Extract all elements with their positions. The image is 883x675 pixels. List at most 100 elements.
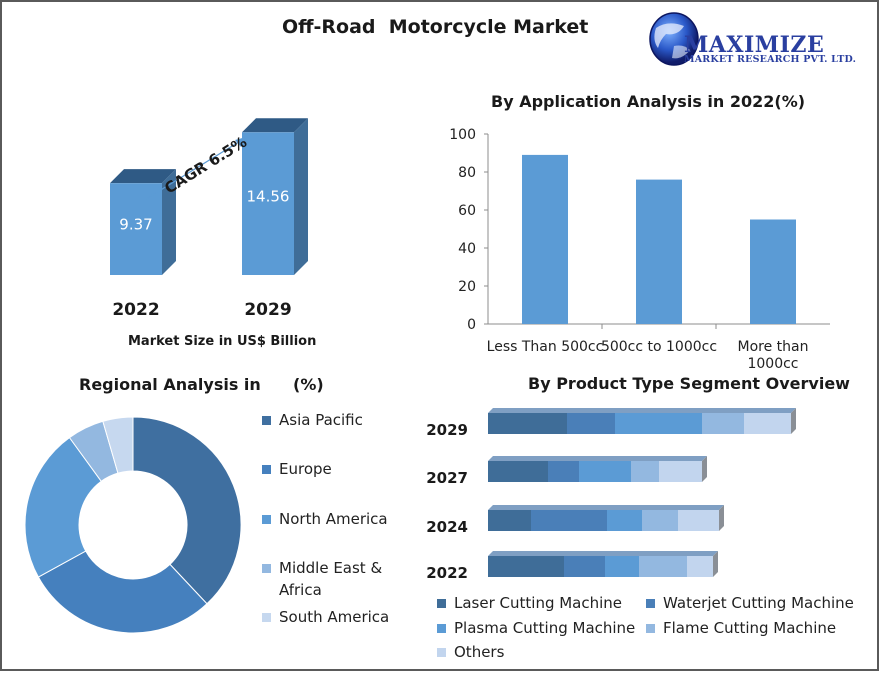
regional-legend-item: South America <box>262 606 389 628</box>
stack-segment <box>567 413 615 434</box>
legend-label: Laser Cutting Machine <box>454 594 623 612</box>
donut-slice <box>37 550 208 634</box>
application-category-label: Less Than 500cc <box>487 339 604 355</box>
product-legend-item: Plasma Cutting Machine <box>437 617 635 639</box>
stack-segment <box>642 510 678 531</box>
stack-segment <box>579 461 631 482</box>
logo-tagline: MARKET RESEARCH PVT. LTD. <box>684 54 857 65</box>
stack-year-label: 2029 <box>426 421 468 439</box>
regional-title: Regional Analysis in <box>79 375 261 394</box>
stack-segment <box>687 556 713 577</box>
legend-label: Waterjet Cutting Machine <box>663 594 854 612</box>
stack-segment <box>659 461 702 482</box>
market-bar-value: 9.37 <box>119 215 152 233</box>
product-legend-item: Laser Cutting Machine <box>437 592 622 614</box>
market-bar-2029 <box>242 132 294 275</box>
legend-swatch <box>437 648 446 657</box>
market-size-caption: Market Size in US$ Billion <box>128 334 317 349</box>
regional-legend-item: Europe <box>262 458 332 480</box>
market-bar-side <box>162 169 176 275</box>
stack-segment <box>548 461 579 482</box>
market-size-chart: 9.37 2022 14.56 2029 CAGR 6.5% <box>110 118 308 320</box>
regional-legend-item: Asia Pacific <box>262 409 363 431</box>
legend-label: Others <box>454 643 505 661</box>
stack-segment <box>744 413 791 434</box>
stack-year-label: 2027 <box>426 469 468 487</box>
donut-slice <box>102 416 134 474</box>
cagr-arrow-line <box>145 139 243 200</box>
regional-unit: (%) <box>293 375 324 394</box>
product-legend-item: Waterjet Cutting Machine <box>646 592 854 614</box>
stack-segment <box>639 556 687 577</box>
y-tick-label: 40 <box>458 241 476 257</box>
market-bar-2022 <box>110 183 162 275</box>
legend-label: Asia Pacific <box>279 411 363 429</box>
stack-end <box>719 505 724 531</box>
stack-year-label: 2022 <box>426 564 468 582</box>
y-tick-label: 20 <box>458 279 476 295</box>
stack-segment <box>702 413 744 434</box>
market-bar-year: 2022 <box>112 300 159 320</box>
stack-end <box>791 408 796 434</box>
stack-end <box>702 456 707 482</box>
application-category-label: 500cc to 1000cc <box>601 339 717 355</box>
stack-end <box>713 551 718 577</box>
application-category-label: 1000cc <box>747 356 798 372</box>
cagr-label: CAGR 6.5% <box>161 133 250 198</box>
page-title: Off-Road Motorcycle Market <box>282 16 589 38</box>
logo-name: MAXIMIZE <box>684 32 825 58</box>
stack-segment <box>605 556 639 577</box>
application-bar <box>636 179 682 324</box>
market-bar-top <box>110 169 176 184</box>
application-title: By Application Analysis in 2022(%) <box>491 92 806 111</box>
y-tick-label: 60 <box>458 203 476 219</box>
product-legend-item: Others <box>437 641 504 663</box>
product-title: By Product Type Segment Overview <box>528 374 850 393</box>
logo-globe-icon <box>649 12 699 66</box>
application-bar <box>750 219 796 324</box>
cagr-arrow-head <box>235 137 246 147</box>
stack-segment <box>615 413 702 434</box>
stack-segment <box>488 461 548 482</box>
market-bar-top <box>242 118 308 133</box>
market-bar-year: 2029 <box>244 300 291 320</box>
product-stacked-chart: 2029 2027 2024 2022 <box>426 408 796 582</box>
application-category-label: More than <box>738 339 809 355</box>
donut-slice <box>24 436 102 578</box>
legend-swatch <box>262 564 271 573</box>
legend-label: Europe <box>279 460 332 478</box>
market-bar-value: 14.56 <box>247 188 290 206</box>
stack-segment <box>488 510 531 531</box>
legend-label: Flame Cutting Machine <box>663 619 837 637</box>
y-tick-label: 100 <box>449 127 476 143</box>
legend-label: Middle East & Africa <box>279 559 383 599</box>
legend-swatch <box>262 416 271 425</box>
stack-top <box>488 551 718 556</box>
legend-swatch <box>646 599 655 608</box>
company-logo: MAXIMIZE MARKET RESEARCH PVT. LTD. <box>638 6 870 76</box>
regional-legend-item: Middle East & Africa <box>262 557 382 601</box>
y-tick-label: 80 <box>458 165 476 181</box>
market-bar-side <box>294 118 308 275</box>
stack-segment <box>678 510 719 531</box>
stack-segment <box>564 556 605 577</box>
stack-top <box>488 408 796 413</box>
legend-swatch <box>646 624 655 633</box>
legend-swatch <box>262 465 271 474</box>
stack-segment <box>607 510 642 531</box>
legend-label: South America <box>279 608 390 626</box>
stack-segment <box>488 556 564 577</box>
donut-slice <box>132 416 242 605</box>
legend-label: North America <box>279 510 388 528</box>
regional-donut-chart <box>24 416 242 634</box>
application-bar <box>522 154 568 324</box>
stack-segment <box>631 461 659 482</box>
legend-swatch <box>437 599 446 608</box>
legend-swatch <box>262 613 271 622</box>
stack-year-label: 2024 <box>426 518 468 536</box>
stack-top <box>488 456 707 461</box>
stack-top <box>488 505 724 510</box>
product-legend-item: Flame Cutting Machine <box>646 617 836 639</box>
